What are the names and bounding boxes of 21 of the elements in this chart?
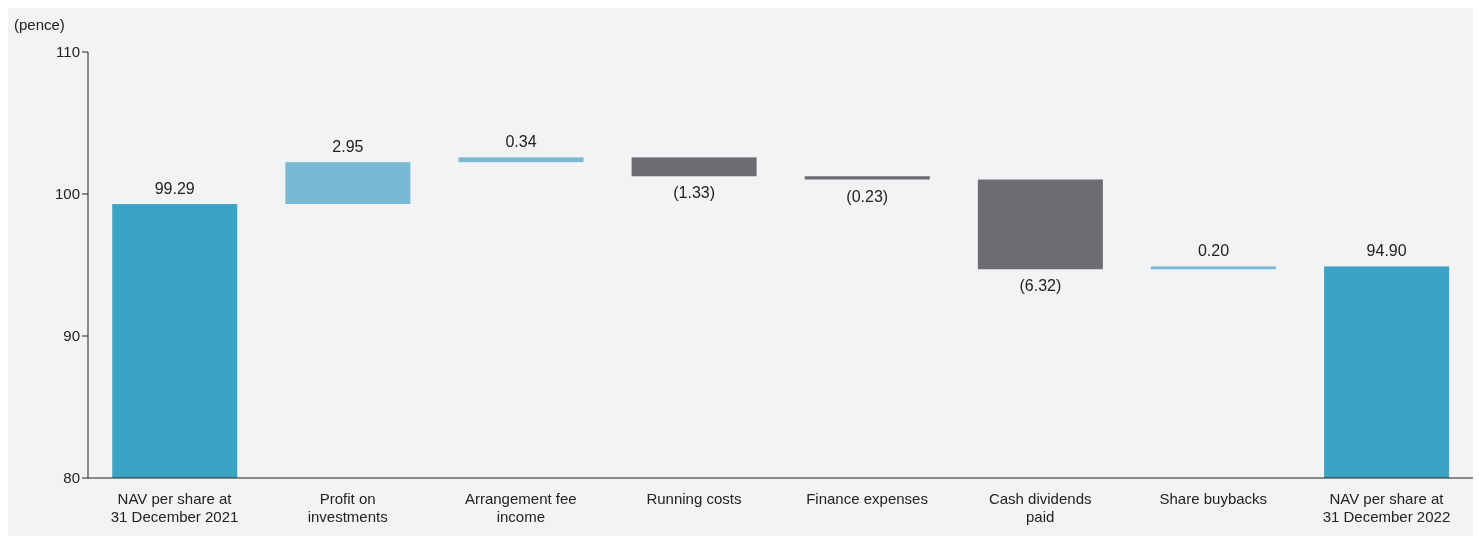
y-tick-label: 90 xyxy=(63,327,80,345)
x-tick-label: Profit on investments xyxy=(307,490,388,525)
y-tick-label: 100 xyxy=(54,185,80,203)
x-tick-label: Arrangement fee income xyxy=(464,490,577,525)
data-label: 2.95 xyxy=(332,138,364,156)
data-label: 94.90 xyxy=(1366,242,1407,260)
y-tick-label: 80 xyxy=(63,469,80,487)
data-label: 0.34 xyxy=(505,133,537,151)
data-label: 0.20 xyxy=(1197,242,1230,260)
x-tick-label: Cash dividends paid xyxy=(988,490,1092,525)
x-tick-label: Share buybacks xyxy=(1159,490,1268,507)
x-tick-label: NAV per share at 31 December 2021 xyxy=(110,490,239,525)
x-tick-label: Running costs xyxy=(646,490,742,507)
data-label: 99.29 xyxy=(154,180,195,198)
x-tick-label: Finance expenses xyxy=(806,490,928,507)
y-tick-label: 110 xyxy=(56,43,80,61)
data-label: (1.33) xyxy=(673,184,716,202)
x-tick-label: NAV per share at 31 December 2022 xyxy=(1322,490,1451,525)
data-label: (6.32) xyxy=(1019,277,1062,295)
data-label: (0.23) xyxy=(846,187,889,205)
y-axis-title: (pence) xyxy=(14,16,65,33)
